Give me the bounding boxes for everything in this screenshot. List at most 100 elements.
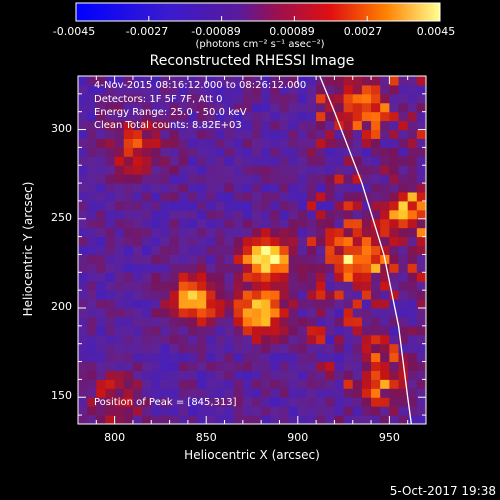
heatmap-cell	[343, 299, 354, 309]
heatmap-cell	[371, 316, 381, 327]
heatmap-cell	[169, 209, 180, 220]
heatmap-cell	[371, 406, 381, 416]
heatmap-cell	[325, 334, 335, 345]
heatmap-cell	[169, 218, 180, 229]
heatmap-cell	[160, 415, 171, 424]
heatmap-cell	[371, 379, 381, 389]
heatmap-cell	[261, 397, 271, 407]
heatmap-cell	[105, 236, 116, 247]
energy-range-label: Energy Range: 25.0 - 50.0 keV	[94, 107, 247, 118]
heatmap-cell	[169, 370, 180, 380]
heatmap-cell	[197, 165, 207, 175]
heatmap-cell	[389, 379, 400, 389]
heatmap-cell	[123, 236, 134, 247]
heatmap-cell	[270, 272, 280, 282]
heatmap-cell	[96, 165, 106, 175]
heatmap-cell	[334, 299, 345, 309]
heatmap-cell	[123, 76, 134, 86]
heatmap-cell	[252, 147, 262, 157]
heatmap-cell	[105, 361, 116, 371]
colorbar-tick-label: -0.0027	[125, 25, 169, 38]
heatmap-cell	[334, 174, 345, 184]
heatmap-cell	[224, 325, 235, 336]
heatmap-cell	[334, 370, 345, 380]
heatmap-cell	[96, 415, 106, 424]
heatmap-cell	[325, 388, 335, 398]
heatmap-cell	[114, 165, 125, 175]
heatmap-cell	[123, 200, 134, 211]
heatmap-cell	[407, 245, 418, 255]
heatmap-cell	[151, 379, 161, 389]
heatmap-cell	[389, 308, 400, 318]
heatmap-cell	[334, 334, 345, 345]
heatmap-cell	[224, 272, 235, 282]
heatmap-cell	[261, 254, 271, 264]
heatmap-cell	[87, 406, 97, 416]
heatmap-cell	[178, 209, 189, 220]
heatmap-cell	[343, 406, 354, 416]
heatmap-cell	[288, 316, 299, 327]
heatmap-cell	[187, 76, 198, 86]
heatmap-cell	[187, 102, 198, 113]
heatmap-cell	[224, 361, 235, 371]
heatmap-cell	[380, 281, 390, 291]
heatmap-cell	[96, 316, 106, 327]
heatmap-cell	[123, 370, 134, 380]
heatmap-cell	[371, 138, 381, 148]
heatmap-cell	[316, 352, 326, 363]
heatmap-cell	[224, 174, 235, 184]
heatmap-cell	[78, 102, 88, 113]
heatmap-cell	[169, 281, 180, 291]
peak-position-label: Position of Peak = [845,313]	[94, 397, 237, 408]
heatmap-cell	[96, 156, 106, 166]
heatmap-cell	[334, 236, 345, 247]
heatmap-cell	[270, 147, 280, 157]
heatmap-cell	[288, 102, 299, 113]
heatmap-cell	[242, 192, 253, 202]
heatmap-cell	[178, 192, 189, 202]
heatmap-cell	[361, 245, 372, 255]
heatmap-cell	[123, 93, 134, 104]
heatmap-cell	[306, 397, 317, 407]
heatmap-cell	[142, 236, 152, 247]
heatmap-cell	[306, 147, 317, 157]
heatmap-cell	[416, 290, 426, 300]
heatmap-cell	[151, 156, 161, 166]
heatmap-cell	[178, 361, 189, 371]
heatmap-cell	[361, 397, 372, 407]
heatmap-cell	[132, 102, 143, 113]
heatmap-cell	[325, 174, 335, 184]
heatmap-cell	[87, 325, 97, 336]
heatmap-cell	[187, 406, 198, 416]
heatmap-cell	[416, 236, 426, 247]
heatmap-cell	[416, 325, 426, 336]
heatmap-cell	[398, 76, 409, 86]
heatmap-cell	[325, 370, 335, 380]
heatmap-cell	[380, 397, 390, 407]
heatmap-cell	[380, 165, 390, 175]
heatmap-cell	[279, 218, 290, 229]
heatmap-cell	[132, 156, 143, 166]
heatmap-cell	[242, 236, 253, 247]
heatmap-cell	[142, 93, 152, 104]
heatmap-cell	[224, 379, 235, 389]
heatmap-cell	[270, 290, 280, 300]
heatmap-cell	[361, 165, 372, 175]
heatmap-cell	[261, 218, 271, 229]
heatmap-cell	[325, 111, 335, 122]
heatmap-cell	[389, 245, 400, 255]
heatmap-cell	[416, 227, 426, 238]
heatmap-cell	[352, 361, 363, 371]
heatmap-cell	[178, 129, 189, 139]
heatmap-cell	[389, 352, 400, 363]
heatmap-cell	[105, 334, 116, 345]
heatmap-cell	[398, 102, 409, 113]
heatmap-cell	[197, 111, 207, 122]
heatmap-cell	[215, 102, 226, 113]
heatmap-cell	[407, 147, 418, 157]
heatmap-cell	[233, 93, 244, 104]
heatmap-cell	[352, 93, 363, 104]
heatmap-cell	[142, 76, 152, 86]
heatmap-cell	[114, 397, 125, 407]
heatmap-cell	[279, 263, 290, 273]
